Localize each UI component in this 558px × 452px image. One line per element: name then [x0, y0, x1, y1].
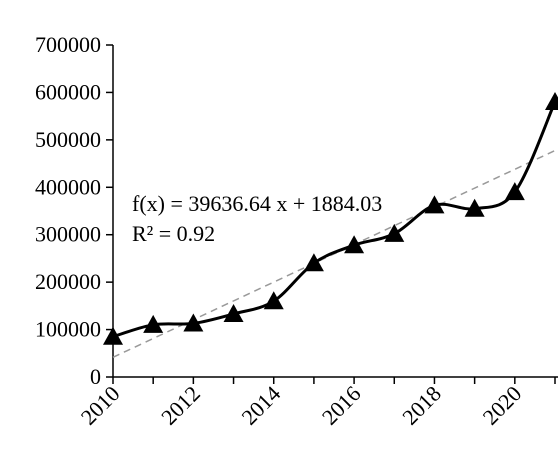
x-tick-label: 2010 — [76, 381, 125, 430]
trend-annotation: f(x) = 39636.64 x + 1884.03 R² = 0.92 — [132, 191, 382, 246]
data-point-marker — [103, 326, 123, 345]
x-tick-label: 2014 — [236, 381, 285, 430]
y-tick-label: 100000 — [35, 317, 101, 342]
data-point-marker — [424, 195, 445, 214]
data-point-marker — [504, 182, 525, 201]
data-series — [112, 101, 557, 339]
data-point-marker — [183, 313, 204, 332]
x-tick-label: 2018 — [397, 381, 446, 430]
x-tick-label: 2020 — [478, 381, 527, 430]
data-point-marker — [263, 291, 284, 310]
data-point-marker — [384, 223, 405, 242]
y-tick-label: 300000 — [35, 222, 101, 247]
y-tick-label: 700000 — [35, 32, 101, 57]
data-point-marker — [223, 304, 244, 323]
data-point-marker — [464, 198, 485, 217]
data-markers — [103, 92, 558, 345]
y-tick-label: 400000 — [35, 174, 101, 199]
y-tick-label: 600000 — [35, 79, 101, 104]
data-point-marker — [545, 92, 558, 111]
y-axis: 0 100000 200000 300000 400000 500000 600000 700… — [35, 32, 114, 389]
equation-label: f(x) = 39636.64 x + 1884.03 — [132, 191, 382, 216]
r-squared-label: R² = 0.92 — [132, 221, 215, 246]
y-tick-label: 500000 — [35, 127, 101, 152]
series-line — [112, 101, 557, 339]
x-tick-label: 2012 — [156, 381, 205, 430]
y-tick-label: 200000 — [35, 269, 101, 294]
y-tick-label: 0 — [90, 364, 101, 389]
data-point-marker — [303, 253, 324, 272]
data-point-marker — [143, 314, 164, 333]
x-tick-label: 2016 — [317, 381, 366, 430]
x-axis: 2010 2012 2014 2016 2018 2020 — [76, 376, 558, 430]
data-point-marker — [344, 235, 365, 254]
